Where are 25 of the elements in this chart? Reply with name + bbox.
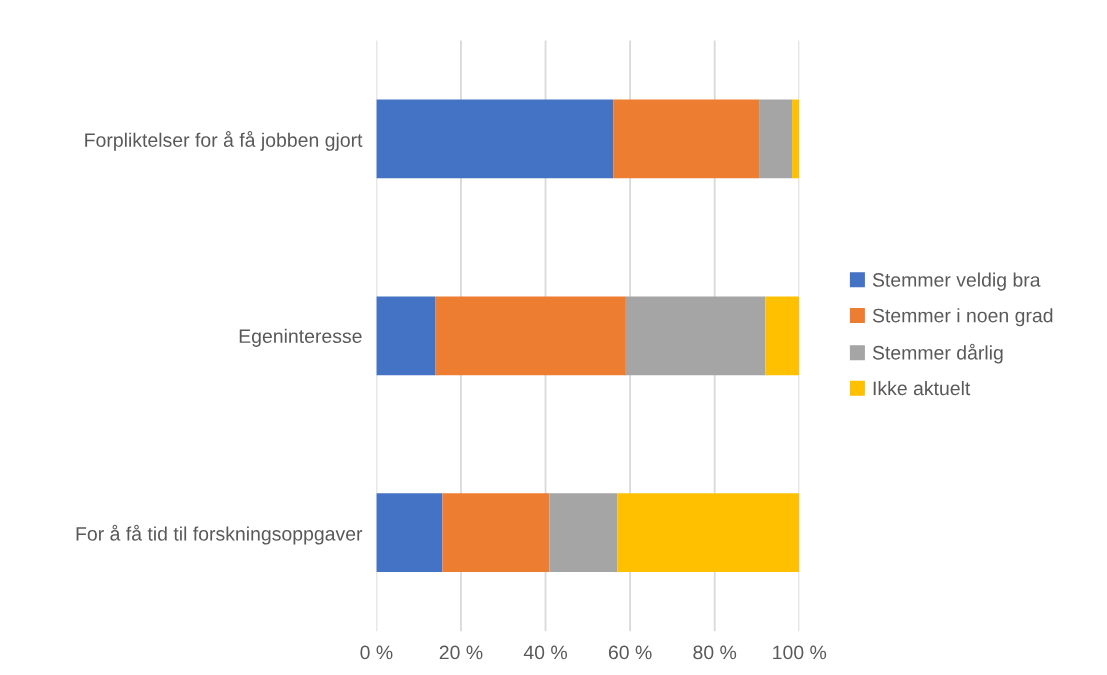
- bar: [376, 296, 436, 376]
- legend-label: Stemmer veldig bra: [872, 272, 1041, 291]
- bar: [759, 99, 793, 179]
- legend-label: Stemmer i noen grad: [872, 308, 1053, 327]
- bar: [435, 296, 626, 376]
- x-tick-label: 60 %: [608, 645, 652, 660]
- bar: [613, 99, 760, 179]
- x-tick-label: 40 %: [523, 645, 567, 660]
- y-tick-label: Egeninteresse: [239, 328, 362, 347]
- x-tick-label: 20 %: [439, 645, 483, 660]
- bar: [376, 493, 443, 573]
- y-tick-label: For å få tid til forskningsoppgaver: [76, 524, 363, 545]
- bar: [625, 296, 766, 376]
- bar: [549, 493, 618, 573]
- x-tick-label: 0 %: [360, 645, 393, 660]
- bar: [442, 493, 550, 573]
- bar: [376, 99, 614, 179]
- legend-label: Stemmer dårlig: [872, 343, 1003, 364]
- x-tick-label: 80 %: [693, 645, 737, 660]
- bar: [617, 493, 800, 573]
- legend-label: Ikke aktuelt: [873, 380, 971, 396]
- x-tick-label: 100 %: [773, 645, 827, 660]
- y-tick-label: Forpliktelser for å få jobben gjort: [85, 131, 363, 151]
- bar: [792, 99, 800, 179]
- bar: [765, 296, 800, 376]
